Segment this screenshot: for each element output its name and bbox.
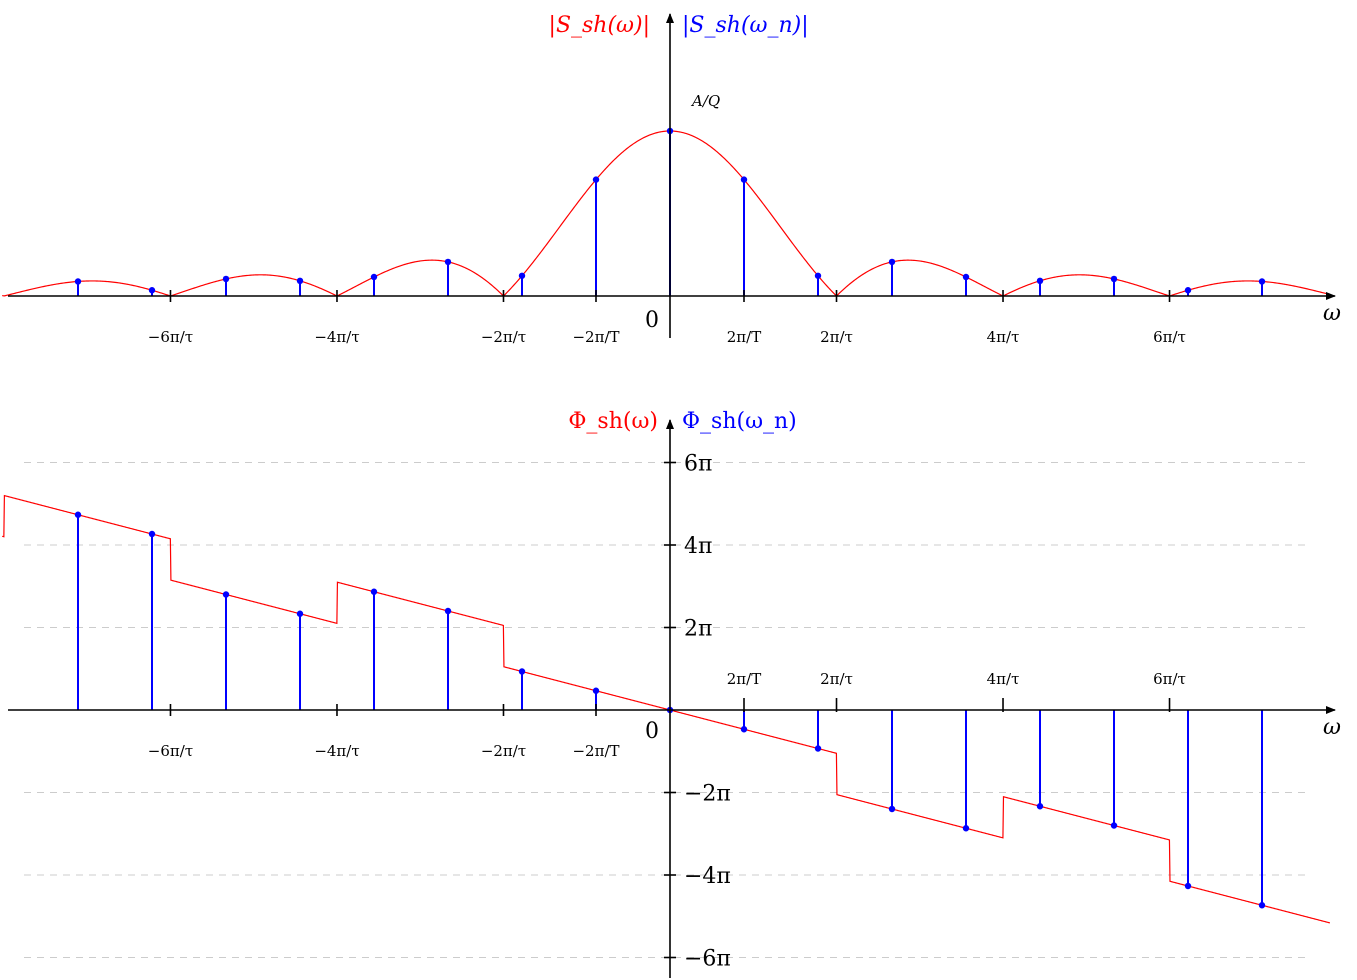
magnitude-stem-point xyxy=(740,176,748,183)
phase-stem-point xyxy=(370,588,378,595)
bottom-y-tick-label: −4π xyxy=(684,864,731,889)
bottom-y-tick-label: 6π xyxy=(684,452,712,477)
bottom-x-tick-label: −2π/T xyxy=(572,742,619,760)
bottom-title-discrete: Φ_sh(ω_n) xyxy=(682,409,797,434)
bottom-x-tick-label: −6π/τ xyxy=(148,742,193,760)
top-x-tick-label: −4π/τ xyxy=(314,328,359,346)
phase-stem-point xyxy=(518,668,526,675)
magnitude-stem-point xyxy=(296,277,304,285)
top-x-tick-label: 2π/τ xyxy=(820,328,853,346)
magnitude-stem-point xyxy=(1184,287,1192,294)
top-x-tick-label: −6π/τ xyxy=(148,328,193,346)
phase-stem-point xyxy=(814,745,822,752)
bottom-y-tick-label: −6π xyxy=(684,947,731,972)
bottom-y-ticks: 6π 4π 2π −2π −4π −6π xyxy=(664,452,731,972)
phase-stem-point xyxy=(1258,902,1266,909)
magnitude-stem-point xyxy=(592,176,600,183)
magnitude-spectrum-plot: −6π/τ −4π/τ −2π/τ −2π/T 2π/T 2π/τ 4π/τ 6π/τ |S_… xyxy=(2,13,1341,346)
phase-stem-layer xyxy=(74,511,1266,909)
magnitude-stem-point xyxy=(1258,278,1266,285)
magnitude-stem-point xyxy=(148,287,156,294)
phase-stem-point xyxy=(1036,803,1044,810)
top-x-axis-label: ω xyxy=(1323,301,1341,326)
bottom-y-tick-label: −2π xyxy=(684,782,731,807)
magnitude-stem-point xyxy=(1036,277,1044,285)
bottom-y-tick-label: 2π xyxy=(684,617,712,642)
peak-label: A/Q xyxy=(690,92,720,110)
magnitude-stem-point xyxy=(814,272,822,279)
bottom-x-tick-label: 2π/T xyxy=(727,670,761,688)
top-x-tick-label: −2π/τ xyxy=(481,328,526,346)
magnitude-curve-layer xyxy=(2,130,1331,297)
phase-stem-point xyxy=(222,591,230,598)
bottom-x-tick-label: 4π/τ xyxy=(987,670,1020,688)
magnitude-stem-point xyxy=(74,278,82,285)
top-x-tick-label: −2π/T xyxy=(572,328,619,346)
phase-stem-point xyxy=(148,530,156,538)
magnitude-stem-point xyxy=(444,258,452,266)
bottom-y-tick-label: 4π xyxy=(684,534,712,559)
magnitude-curve xyxy=(2,130,1331,297)
phase-stem-point xyxy=(962,825,970,832)
phase-spectrum-plot: −6π/τ −4π/τ −2π/τ −2π/T 2π/T 2π/τ 4π/τ 6π/τ 6π 4… xyxy=(2,409,1341,978)
phase-stem-point xyxy=(1110,822,1118,829)
phase-stem-point xyxy=(296,610,304,617)
bottom-x-tick-label: −2π/τ xyxy=(481,742,526,760)
top-x-tick-label: 4π/τ xyxy=(987,328,1020,346)
magnitude-stem-point xyxy=(888,258,896,266)
magnitude-stem-point xyxy=(370,273,378,281)
bottom-x-tick-label: 6π/τ xyxy=(1153,670,1186,688)
top-title-continuous: |S_sh(ω)| xyxy=(549,13,650,38)
magnitude-stem-point xyxy=(222,275,230,283)
magnitude-stem-point xyxy=(518,272,526,279)
bottom-x-tick-label: 2π/τ xyxy=(820,670,853,688)
top-title-discrete: |S_sh(ω_n)| xyxy=(682,13,809,38)
phase-stem-point xyxy=(444,607,452,615)
top-x-tick-label: 2π/T xyxy=(727,328,761,346)
phase-stem-point xyxy=(740,726,748,733)
magnitude-stem-point xyxy=(1110,275,1118,283)
bottom-origin-label: 0 xyxy=(645,719,659,744)
bottom-title-continuous: Φ_sh(ω) xyxy=(568,409,658,434)
phase-stem-point xyxy=(888,805,896,813)
phase-stem-point xyxy=(74,511,82,518)
magnitude-stem-point xyxy=(962,273,970,281)
top-x-ticks: −6π/τ −4π/τ −2π/τ −2π/T 2π/T 2π/τ 4π/τ 6π/τ xyxy=(148,290,1186,346)
bottom-x-tick-label: −4π/τ xyxy=(314,742,359,760)
top-origin-label: 0 xyxy=(645,308,659,333)
bottom-x-axis-label: ω xyxy=(1323,715,1341,740)
phase-stem-point xyxy=(1184,882,1192,890)
phase-stem-point xyxy=(592,687,600,694)
top-x-tick-label: 6π/τ xyxy=(1153,328,1186,346)
bottom-x-ticks: −6π/τ −4π/τ −2π/τ −2π/T 2π/T 2π/τ 4π/τ 6π/τ xyxy=(148,670,1186,760)
